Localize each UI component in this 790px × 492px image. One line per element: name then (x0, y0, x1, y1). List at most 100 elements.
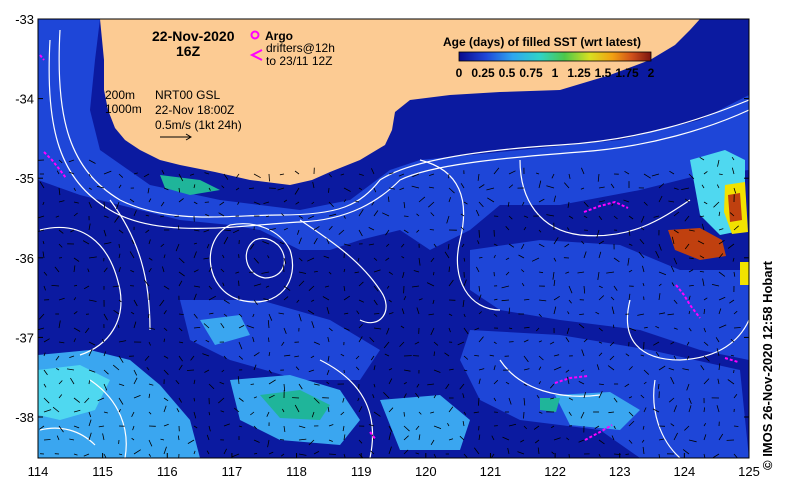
current-vector (433, 453, 437, 458)
current-vector (103, 313, 108, 321)
current-vector (132, 425, 135, 431)
current-vector (118, 173, 124, 178)
colorbar-gradient (458, 51, 652, 62)
current-vector (56, 435, 60, 441)
current-vector (598, 352, 603, 357)
current-vector (143, 173, 150, 178)
current-vector (340, 411, 345, 416)
current-vector (160, 215, 165, 218)
shelf-band (38, 19, 749, 250)
current-vector (267, 439, 270, 448)
current-vector (371, 201, 375, 206)
current-vector (101, 338, 105, 343)
current-vector (133, 395, 141, 399)
current-vector (478, 311, 482, 315)
colorbar-tick-label: 1.75 (615, 66, 639, 80)
current-vector (219, 381, 225, 385)
current-vector (253, 439, 260, 443)
current-vector (311, 299, 315, 302)
current-vector (703, 201, 708, 205)
current-vector (279, 439, 285, 441)
current-vector (249, 243, 255, 250)
current-vector (388, 299, 392, 303)
current-vector (403, 393, 407, 399)
current-vector (223, 229, 231, 232)
current-vector (507, 447, 510, 455)
current-vector (42, 251, 45, 259)
current-vector (58, 341, 65, 344)
lon-tick-label: 117 (222, 464, 243, 479)
current-vector (568, 453, 570, 458)
current-vector (508, 307, 511, 315)
current-vector (383, 392, 390, 399)
current-vector (118, 243, 120, 248)
current-vector (388, 407, 394, 413)
current-vector (652, 408, 660, 413)
current-vector (252, 313, 255, 318)
current-vector (358, 299, 364, 303)
current-vector (418, 411, 422, 415)
current-vector (688, 173, 695, 180)
current-vector (223, 173, 229, 180)
current-vector (73, 187, 76, 191)
current-vector (433, 351, 435, 357)
current-vector (178, 313, 184, 315)
current-vector (671, 236, 675, 245)
current-vector (342, 425, 345, 432)
current-vector (340, 173, 345, 176)
current-vector (298, 271, 307, 274)
current-vector (373, 299, 378, 306)
current-vector (178, 173, 184, 182)
current-vector (478, 184, 485, 189)
current-vector (727, 379, 735, 385)
current-vector (462, 299, 465, 308)
current-vector (328, 201, 334, 208)
current-vector (322, 296, 330, 301)
current-vector (596, 229, 600, 238)
current-vector (298, 237, 302, 245)
current-vector (328, 424, 334, 427)
current-vector (565, 369, 570, 373)
current-vector (232, 229, 240, 234)
current-vector (43, 439, 51, 441)
current-vector (328, 271, 332, 275)
current-vector (308, 369, 315, 373)
current-vector (448, 187, 455, 194)
current-vector (628, 439, 633, 444)
map-plot-area (38, 19, 749, 458)
current-vector (448, 197, 451, 203)
current-vector (508, 243, 515, 248)
lat-tick-label: -37 (15, 330, 34, 345)
vector-scale-arrow-icon (160, 133, 192, 141)
current-vector (732, 257, 735, 262)
current-vector (268, 394, 275, 399)
current-vector (493, 298, 498, 301)
current-vector (313, 451, 320, 455)
current-vector (523, 299, 530, 301)
current-vector (88, 173, 91, 178)
current-vector (234, 407, 240, 413)
current-vector (145, 214, 150, 217)
current-vector (624, 170, 630, 175)
current-vector (566, 227, 570, 231)
current-vector (478, 229, 480, 238)
current-vector (717, 159, 720, 167)
colorbar-tick-label: 1.5 (595, 66, 612, 80)
light-blue-area (555, 392, 640, 430)
current-vector (624, 383, 630, 388)
current-vector (159, 299, 165, 307)
current-vector (58, 187, 61, 196)
current-vector (463, 201, 468, 205)
current-vector (296, 299, 300, 303)
current-vector (657, 383, 660, 390)
current-vector (193, 411, 197, 419)
current-vector (311, 411, 315, 418)
current-vector (398, 173, 405, 177)
current-vector (343, 285, 346, 292)
current-vector (638, 251, 645, 259)
current-vector (553, 437, 561, 441)
current-vector (577, 271, 585, 274)
current-vector (186, 369, 195, 371)
current-vector (628, 229, 631, 236)
current-vector (658, 183, 665, 189)
